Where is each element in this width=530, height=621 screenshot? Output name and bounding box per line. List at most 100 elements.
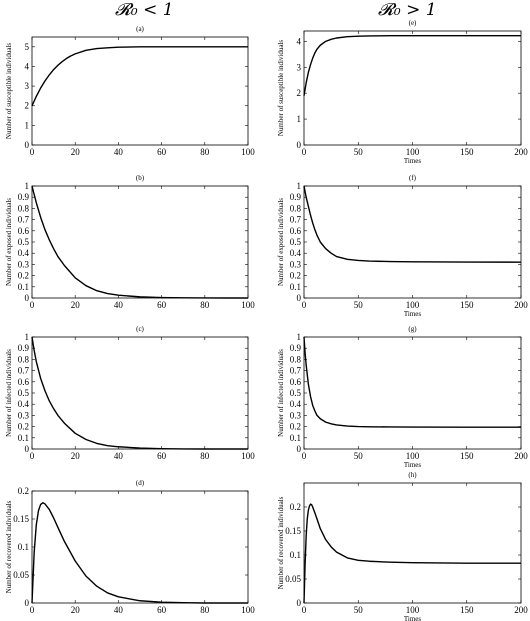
chart-1-y-tick-label-0: 0 xyxy=(25,293,30,303)
chart-2-y-axis-label: Number of infected individuals xyxy=(5,349,13,437)
chart-4-x-tick-label-0: 0 xyxy=(302,147,307,157)
chart-0-series-line xyxy=(31,46,248,107)
chart-5-y-tick-label-6: 0.6 xyxy=(290,226,302,236)
chart-7-y-tick-label-3: 0.15 xyxy=(285,526,301,536)
chart-3-y-tick-label-1: 0.05 xyxy=(13,570,29,580)
chart-7-y-tick-label-0: 0 xyxy=(297,598,302,608)
chart-3-series-line xyxy=(31,502,248,604)
chart-5-y-tick-label-2: 0.2 xyxy=(290,271,301,281)
chart-4-y-tick-label-1: 1 xyxy=(297,114,302,124)
chart-2-x-tick-label-2: 40 xyxy=(114,451,124,461)
chart-3-x-tick-label-3: 60 xyxy=(157,605,167,615)
chart-4-y-axis-label: Number of susceptible individuals xyxy=(277,40,285,137)
chart-2-y-tick-label-0: 0 xyxy=(25,444,30,454)
chart-6-y-tick-label-10: 1 xyxy=(297,332,302,342)
chart-1-y-tick-label-1: 0.1 xyxy=(18,282,29,292)
chart-7-plot-frame xyxy=(303,482,522,604)
chart-1-y-axis-label: Number of exposed individuals xyxy=(5,198,13,286)
col-header-left: 𝓡₀ < 1 xyxy=(115,0,174,20)
chart-3-y-tick-label-2: 0.1 xyxy=(18,542,29,552)
chart-7-series-line xyxy=(303,503,521,604)
chart-2-series-line xyxy=(31,336,248,450)
chart-5-y-tick-label-3: 0.3 xyxy=(290,259,302,269)
chart-3-plot-frame xyxy=(31,490,249,604)
chart-1-y-tick-label-8: 0.8 xyxy=(18,203,30,213)
chart-4-panel-label: (e) xyxy=(409,19,417,27)
chart-3-x-tick-label-4: 80 xyxy=(200,605,210,615)
chart-0-y-tick-label-5: 5 xyxy=(25,42,30,52)
chart-6-y-tick-label-7: 0.7 xyxy=(290,366,302,376)
chart-0-y-axis-label: Number of susceptible individuals xyxy=(5,43,13,140)
chart-4-x-axis-label: Times xyxy=(404,157,422,165)
chart-5-y-axis-label: Number of exposed individuals xyxy=(277,198,285,286)
chart-6-y-tick-label-9: 0.9 xyxy=(290,343,302,353)
chart-7-x-tick-label-3: 150 xyxy=(460,605,474,615)
chart-1-y-tick-label-3: 0.3 xyxy=(18,259,30,269)
chart-4-y-tick-label-0: 0 xyxy=(297,140,302,150)
chart-5-y-tick-label-9: 0.9 xyxy=(290,192,302,202)
chart-1-y-tick-label-4: 0.4 xyxy=(18,248,30,258)
chart-4-x-tick-label-2: 100 xyxy=(406,147,420,157)
chart-4-plot-frame xyxy=(303,30,522,146)
chart-0-plot-frame xyxy=(31,36,249,146)
chart-2-x-tick-label-3: 60 xyxy=(157,451,167,461)
chart-5-x-tick-label-3: 150 xyxy=(460,300,474,310)
chart-5-x-tick-label-0: 0 xyxy=(302,300,307,310)
chart-6-y-tick-label-8: 0.8 xyxy=(290,354,302,364)
chart-0-y-tick-label-0: 0 xyxy=(25,140,30,150)
chart-6-y-tick-label-6: 0.6 xyxy=(290,377,302,387)
chart-2-y-tick-label-1: 0.1 xyxy=(18,433,29,443)
chart-1-x-tick-label-2: 40 xyxy=(114,300,124,310)
chart-2-plot-frame xyxy=(31,336,249,450)
chart-5-y-tick-label-0: 0 xyxy=(297,293,302,303)
chart-4-y-tick-label-3: 3 xyxy=(297,62,302,72)
chart-0-y-tick-label-3: 3 xyxy=(25,81,30,91)
chart-0-y-tick-label-4: 4 xyxy=(25,61,30,71)
chart-2-y-tick-label-9: 0.9 xyxy=(18,343,30,353)
chart-3-y-tick-label-3: 0.15 xyxy=(13,514,29,524)
chart-1-x-tick-label-5: 100 xyxy=(241,300,255,310)
chart-5-x-tick-label-2: 100 xyxy=(406,300,420,310)
chart-1-y-tick-label-2: 0.2 xyxy=(18,271,29,281)
chart-3-y-tick-label-0: 0 xyxy=(25,598,30,608)
chart-5-y-tick-label-5: 0.5 xyxy=(290,237,302,247)
chart-2-y-tick-label-2: 0.2 xyxy=(18,422,29,432)
chart-7-y-axis-label: Number of recovered individuals xyxy=(277,496,285,589)
chart-6-y-tick-label-2: 0.2 xyxy=(290,422,301,432)
chart-2-y-tick-label-7: 0.7 xyxy=(18,366,30,376)
chart-3-y-tick-label-4: 0.2 xyxy=(18,486,29,496)
chart-7-panel-label: (h) xyxy=(408,471,417,479)
chart-0-x-tick-label-2: 40 xyxy=(114,147,124,157)
chart-2-panel-label: (c) xyxy=(136,325,144,333)
chart-6-y-tick-label-1: 0.1 xyxy=(290,433,301,443)
chart-0-y-tick-label-2: 2 xyxy=(25,101,30,111)
chart-2-y-tick-label-10: 1 xyxy=(25,332,30,342)
chart-3-y-axis-label: Number of recovered individuals xyxy=(5,500,13,593)
chart-3-x-tick-label-0: 0 xyxy=(30,605,35,615)
chart-7-x-tick-label-4: 200 xyxy=(514,605,528,615)
chart-3-x-tick-label-5: 100 xyxy=(241,605,255,615)
chart-6-y-tick-label-5: 0.5 xyxy=(290,388,302,398)
chart-3-x-tick-label-2: 40 xyxy=(114,605,124,615)
chart-1-x-tick-label-1: 20 xyxy=(71,300,81,310)
chart-6-y-tick-label-3: 0.3 xyxy=(290,410,302,420)
chart-0-x-tick-label-3: 60 xyxy=(157,147,167,157)
chart-1-plot-frame xyxy=(31,185,249,299)
chart-3-panel-label: (d) xyxy=(136,479,145,487)
col-header-right: 𝓡₀ > 1 xyxy=(378,0,437,20)
chart-1-x-tick-label-4: 80 xyxy=(200,300,210,310)
chart-5-y-tick-label-7: 0.7 xyxy=(290,215,302,225)
chart-6-y-axis-label: Number of infected individuals xyxy=(277,349,285,437)
chart-2-x-tick-label-1: 20 xyxy=(71,451,81,461)
chart-2-y-tick-label-4: 0.4 xyxy=(18,399,30,409)
chart-7-y-tick-label-1: 0.05 xyxy=(285,574,301,584)
chart-5-x-axis-label: Times xyxy=(404,310,422,318)
chart-6-y-tick-label-4: 0.4 xyxy=(290,399,302,409)
chart-5-x-tick-label-1: 50 xyxy=(354,300,364,310)
chart-0-x-tick-label-0: 0 xyxy=(30,147,35,157)
chart-6-x-axis-label: Times xyxy=(404,461,422,469)
chart-6-x-tick-label-0: 0 xyxy=(302,451,307,461)
chart-6-series-line xyxy=(303,336,521,428)
chart-5-y-tick-label-8: 0.8 xyxy=(290,203,302,213)
